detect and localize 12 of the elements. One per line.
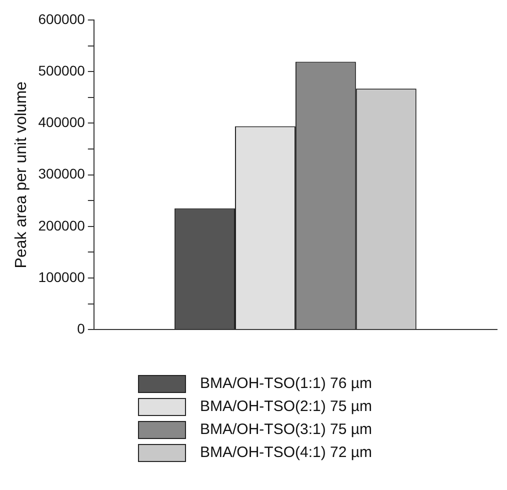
y-tick-label: 400000 [38,114,86,130]
legend-label: BMA/OH-TSO(3:1) 75 µm [200,421,372,438]
y-tick-label: 0 [77,320,86,336]
y-tick-label: 100000 [38,268,86,285]
legend-label: BMA/OH-TSO(4:1) 72 µm [200,444,372,461]
y-axis-title: Peak area per unit volume [13,81,30,268]
y-tick-label: 600000 [38,10,86,27]
y-tick-label: 500000 [38,62,86,78]
legend-label: BMA/OH-TSO(2:1) 75 µm [200,398,372,415]
y-tick-label: 200000 [38,217,86,234]
y-tick-label: 300000 [38,166,86,182]
legend-label: BMA/OH-TSO(1:1) 76 µm [200,375,372,392]
